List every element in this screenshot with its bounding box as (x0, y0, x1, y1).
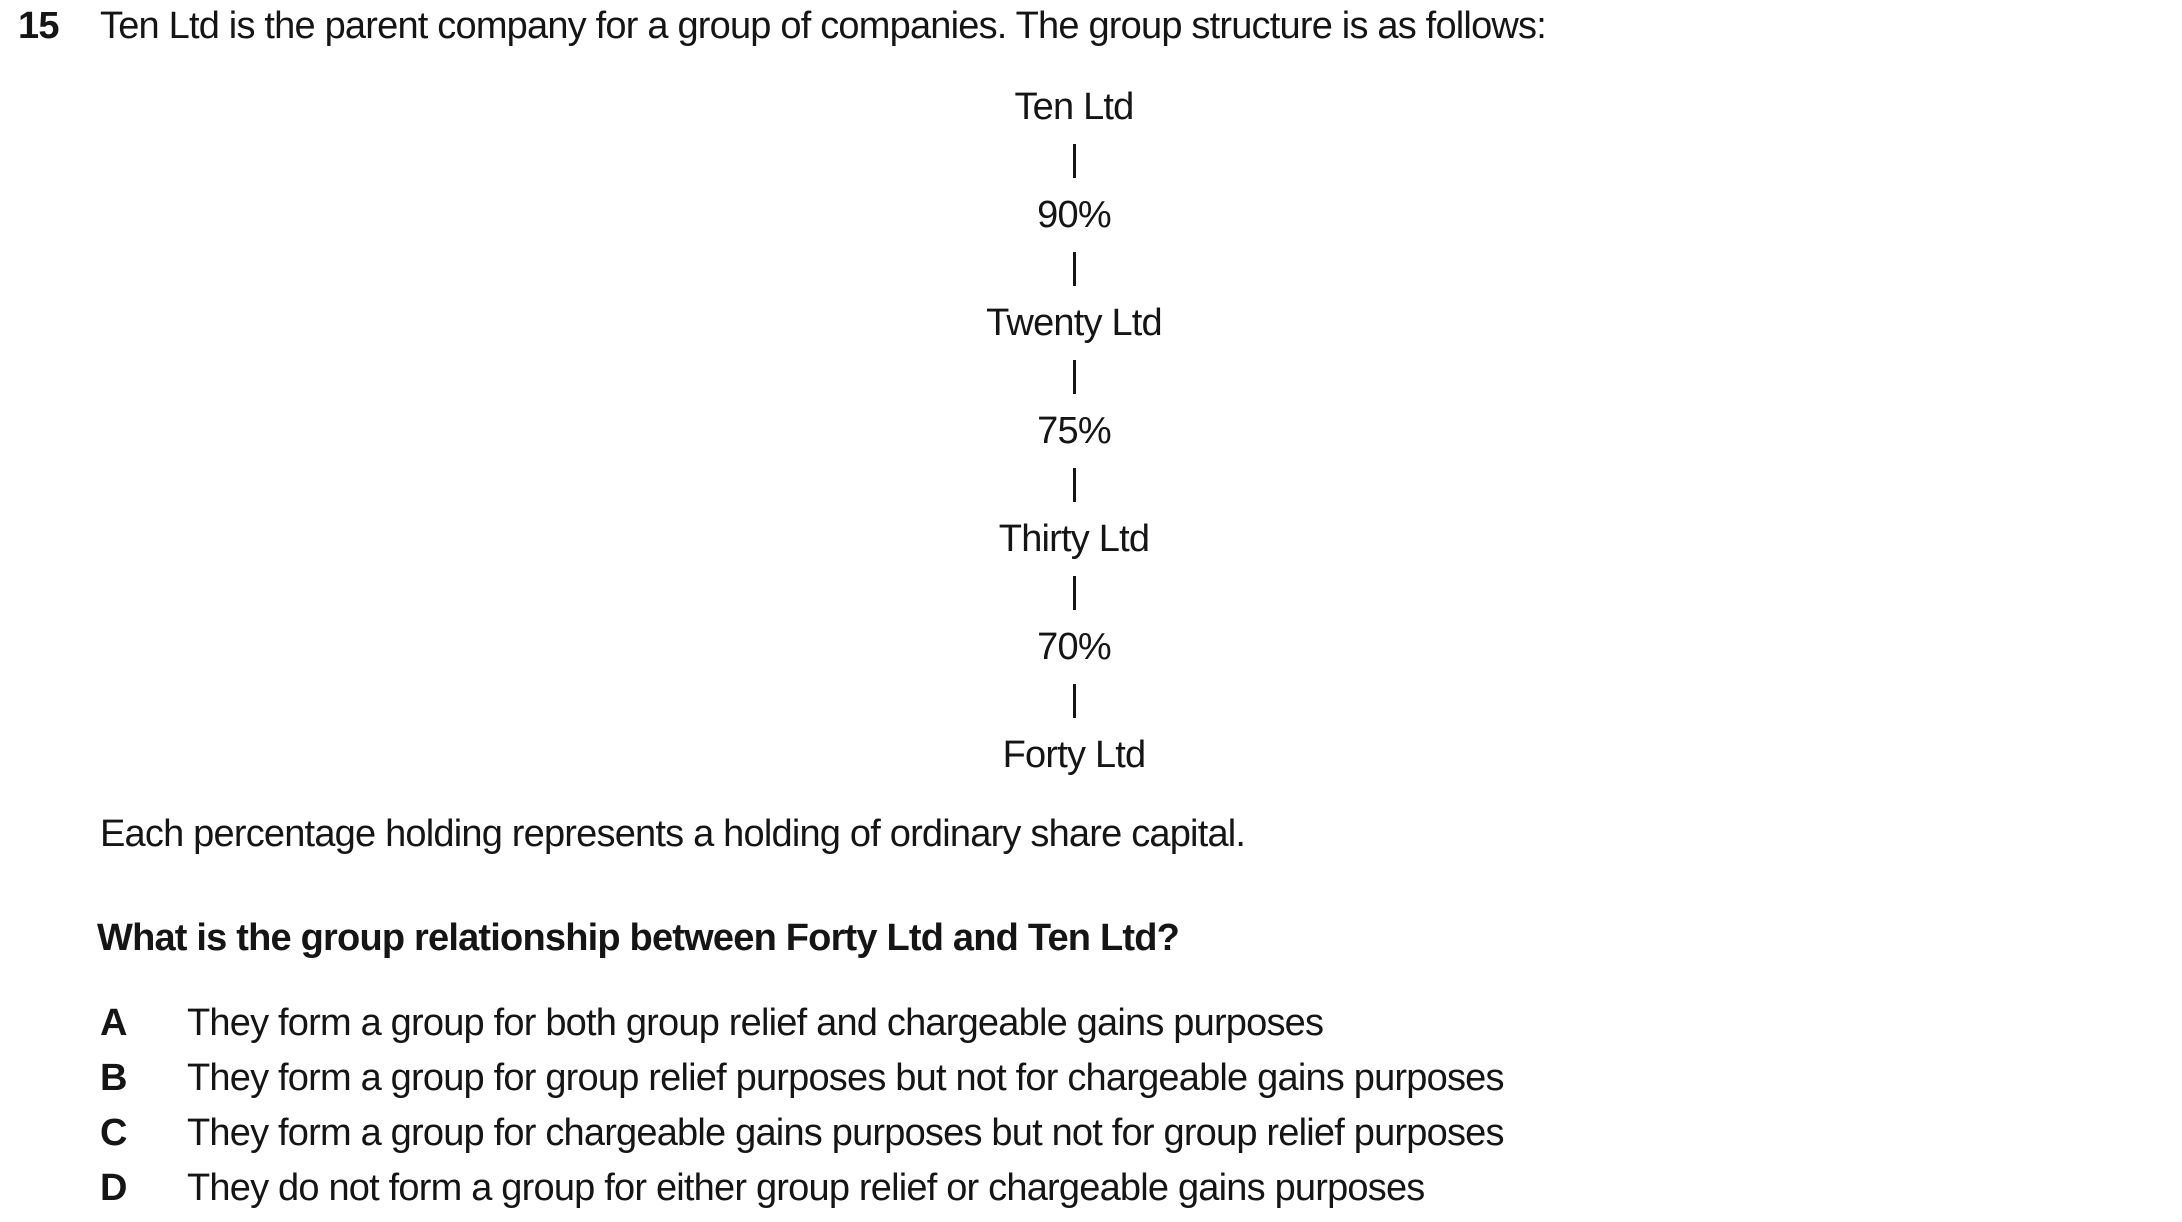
group-structure-diagram: Ten Ltd 90% Twenty Ltd 75% Thirty Ltd 70… (0, 85, 2148, 777)
option-d-letter: D (100, 1167, 127, 1209)
option-d: D They do not form a group for either gr… (100, 1161, 2142, 1216)
option-c: C They form a group for chargeable gains… (100, 1106, 2142, 1161)
option-b-text: They form a group for group relief purpo… (187, 1057, 1504, 1099)
option-c-text: They form a group for chargeable gains p… (187, 1112, 1504, 1154)
company-node-forty-ltd: Forty Ltd (1002, 734, 1147, 776)
option-a-text: They form a group for both group relief … (187, 1002, 1324, 1044)
connector-line (1072, 144, 1076, 178)
question-header: 15 Ten Ltd is the parent company for a g… (18, 4, 2142, 48)
holding-percentage-ten-twenty: 90% (1037, 194, 1111, 236)
company-node-thirty-ltd: Thirty Ltd (998, 518, 1150, 560)
holding-percentage-thirty-forty: 70% (1037, 626, 1111, 668)
connector-line (1072, 468, 1076, 502)
company-node-twenty-ltd: Twenty Ltd (986, 302, 1163, 344)
connector-line (1072, 576, 1076, 610)
company-node-ten-ltd: Ten Ltd (1014, 86, 1134, 128)
connector-line (1072, 252, 1076, 286)
option-b: B They form a group for group relief pur… (100, 1051, 2142, 1106)
option-a-letter: A (100, 1002, 127, 1044)
option-c-letter: C (100, 1112, 127, 1154)
option-d-text: They do not form a group for either grou… (187, 1167, 1425, 1209)
option-b-letter: B (100, 1057, 127, 1099)
holding-percentage-twenty-thirty: 75% (1037, 410, 1111, 452)
answer-options: A They form a group for both group relie… (100, 996, 2142, 1216)
percentage-holding-note: Each percentage holding represents a hol… (100, 813, 1246, 855)
question-prompt: What is the group relationship between F… (97, 917, 1180, 959)
connector-line (1072, 360, 1076, 394)
question-intro-text: Ten Ltd is the parent company for a grou… (100, 5, 1547, 47)
option-a: A They form a group for both group relie… (100, 996, 2142, 1051)
connector-line (1072, 684, 1076, 718)
question-number: 15 (18, 5, 59, 47)
